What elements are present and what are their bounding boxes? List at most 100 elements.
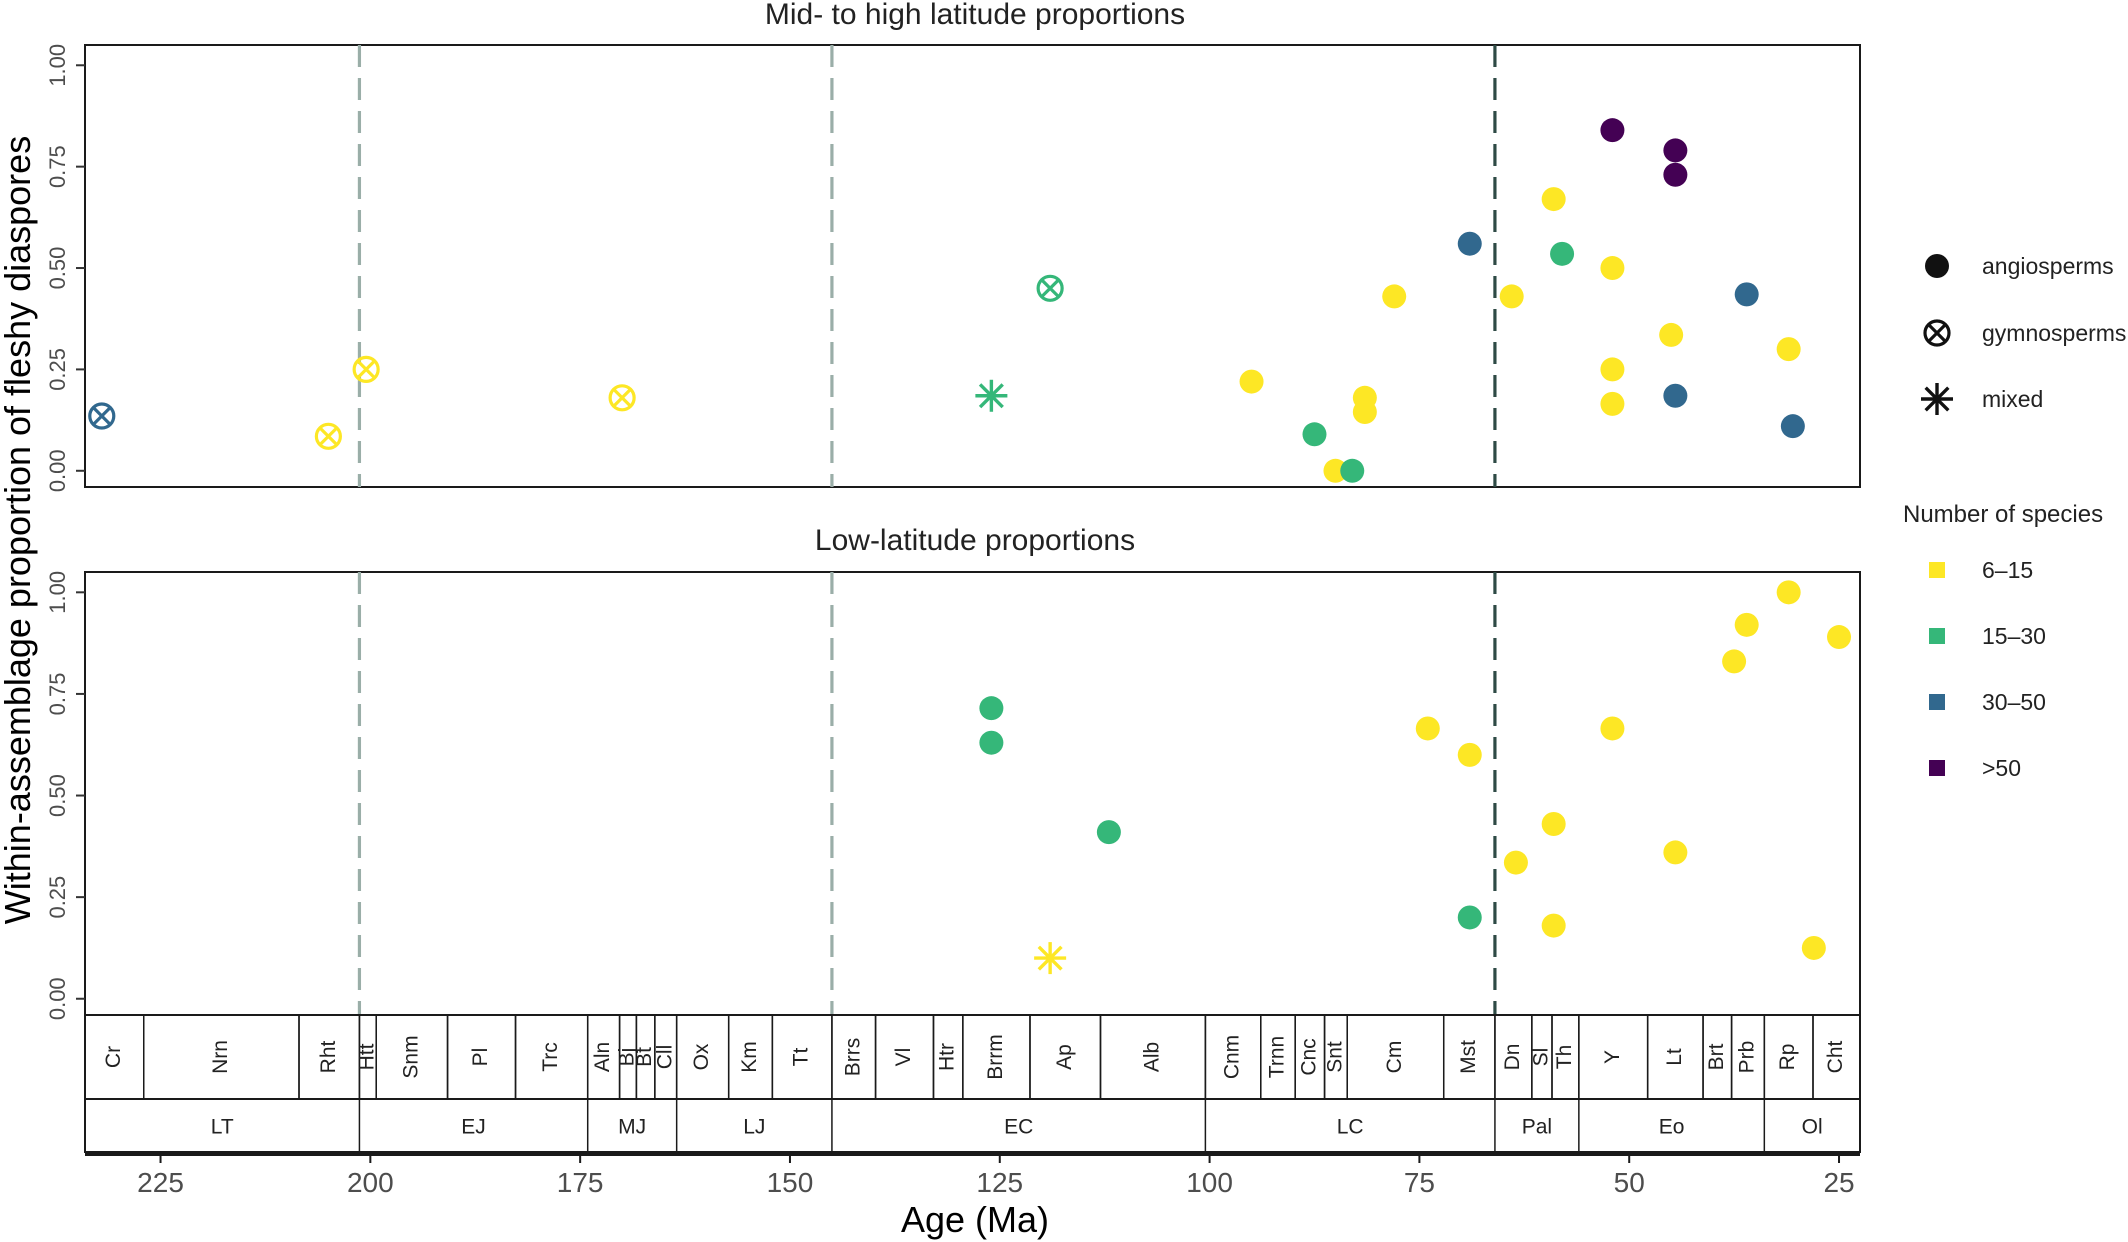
data-point [1457, 742, 1482, 767]
stage-label: Rht [317, 1040, 340, 1073]
x-tick-label: 125 [976, 1167, 1023, 1198]
stage-label: Tt [790, 1048, 813, 1067]
legend-marker-mixed [1921, 383, 1953, 415]
data-point [979, 730, 1004, 755]
stage-label: Y [1601, 1050, 1624, 1064]
stage-label: Cnm [1221, 1035, 1244, 1079]
data-point [608, 384, 636, 412]
data-point [1600, 716, 1625, 741]
data-point [1801, 935, 1826, 960]
stage-label: Nrn [209, 1040, 232, 1074]
legend-swatch [1929, 760, 1945, 776]
x-tick-label: 150 [767, 1167, 814, 1198]
data-point [1600, 391, 1625, 416]
stage-label: Cm [1383, 1041, 1406, 1074]
stage-label: Lt [1663, 1048, 1686, 1066]
epoch-label: LT [211, 1116, 234, 1139]
stage-label: Cht [1824, 1040, 1847, 1073]
legend-label: gymnosperms [1982, 320, 2126, 346]
legend-label: 6–15 [1982, 557, 2033, 583]
stage-label: Prb [1736, 1041, 1759, 1074]
panel-title: Low-latitude proportions [815, 524, 1135, 557]
y-tick-label: 0.50 [45, 247, 70, 290]
stage-label: Snm [399, 1035, 422, 1078]
stage-label: Brrm [984, 1034, 1007, 1080]
data-point [975, 379, 1008, 412]
data-point [1776, 337, 1801, 362]
stage-label: Aln [591, 1042, 614, 1072]
data-point [1541, 811, 1566, 836]
data-point [1827, 625, 1852, 650]
data-point [1780, 414, 1805, 439]
data-point [1541, 913, 1566, 938]
legend: angiosperms gymnosperms mixed Number of spe… [1903, 253, 2126, 781]
stage-label: Brt [1705, 1043, 1728, 1070]
data-point [314, 422, 342, 450]
stage-label: Bj [616, 1048, 639, 1067]
stage-cell [1812, 1014, 1861, 1100]
data-point [1503, 850, 1528, 875]
stage-label: Ap [1053, 1044, 1076, 1070]
x-tick-label: 50 [1614, 1167, 1645, 1198]
legend-swatch [1929, 628, 1945, 644]
data-point [1600, 118, 1625, 143]
epoch-label: EC [1004, 1116, 1033, 1139]
stage-label: Cnc [1297, 1038, 1320, 1075]
data-point [1776, 580, 1801, 605]
data-point [1734, 282, 1759, 307]
data-point [979, 696, 1004, 721]
legend-title: Number of species [1903, 501, 2103, 528]
stage-label: Rp [1776, 1044, 1799, 1071]
stage-label: Mst [1457, 1040, 1480, 1074]
stage-label: Vl [892, 1048, 915, 1067]
data-point [1722, 649, 1747, 674]
y-tick-label: 0.25 [45, 876, 70, 919]
legend-swatch [1929, 562, 1945, 578]
data-point [1663, 162, 1688, 187]
stage-label: Htr [936, 1043, 959, 1071]
data-point [1600, 357, 1625, 382]
plot-frame [84, 44, 1861, 488]
legend-swatch [1929, 694, 1945, 710]
y-tick-label: 0.00 [45, 449, 70, 492]
data-point [1415, 716, 1440, 741]
panel-1: Mid- to high latitude proportions 0.00 0.2… [45, 0, 1861, 492]
stage-label: Dn [1501, 1044, 1524, 1071]
data-point [1239, 369, 1264, 394]
stage-label: Cr [102, 1046, 125, 1068]
data-point [1663, 383, 1688, 408]
legend-label: 15–30 [1982, 623, 2046, 649]
y-tick-label: 0.75 [45, 673, 70, 716]
y-axis-label: Within-assemblage proportion of fleshy d… [0, 136, 38, 924]
stage-label: Km [738, 1041, 761, 1073]
panel-title: Mid- to high latitude proportions [765, 0, 1185, 31]
data-point [1663, 840, 1688, 865]
epoch-label: Pal [1522, 1116, 1552, 1139]
data-point [1036, 274, 1064, 302]
y-tick-label: 0.50 [45, 774, 70, 817]
timescale-frame [84, 1014, 1861, 1153]
x-tick-label: 175 [557, 1167, 604, 1198]
x-axis: 225 200 175 150 125 100 75 50 25 [85, 1152, 1860, 1198]
epoch-label: Ol [1802, 1116, 1823, 1139]
legend-marker-angiosperms [1925, 254, 1949, 278]
y-tick-label: 1.00 [45, 571, 70, 614]
legend-label: >50 [1982, 755, 2021, 781]
stage-label: Trc [539, 1042, 562, 1072]
plot-frame [84, 571, 1861, 1016]
legend-label: mixed [1982, 386, 2043, 412]
data-point [1302, 422, 1327, 447]
data-point [1600, 256, 1625, 281]
epoch-label: EJ [461, 1116, 486, 1139]
data-point [1663, 138, 1688, 163]
legend-label: 30–50 [1982, 689, 2046, 715]
stage-label: Snt [1323, 1041, 1346, 1073]
y-tick-label: 0.75 [45, 145, 70, 188]
data-point [1734, 612, 1759, 637]
x-tick-label: 200 [347, 1167, 394, 1198]
data-point [1659, 322, 1684, 347]
epoch-label: LC [1337, 1116, 1364, 1139]
data-point [1340, 458, 1365, 483]
